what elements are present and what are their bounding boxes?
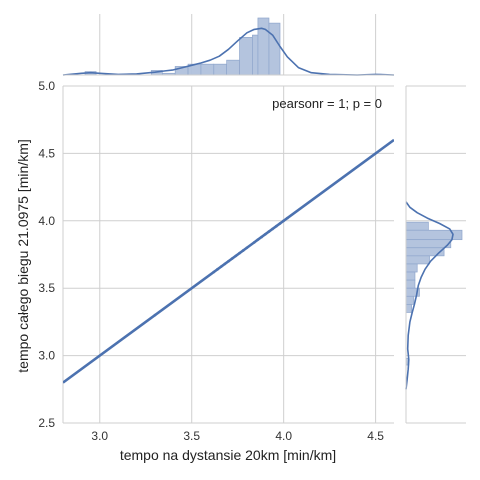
scatter-point <box>267 230 271 233</box>
y-axis-label: tempo całego biegu 21.0975 [min/km] <box>15 139 31 372</box>
right-hist-bar <box>405 255 430 265</box>
scatter-point <box>238 251 241 255</box>
y-tick-label: 3.5 <box>38 281 55 295</box>
right-hist-bar <box>405 239 452 249</box>
right-hist-bar <box>405 295 415 305</box>
scatter-point <box>219 265 223 269</box>
scatter-point <box>256 238 260 242</box>
top-kde-curve <box>62 27 395 76</box>
right-kde-curve <box>405 201 454 390</box>
scatter-point <box>153 313 157 317</box>
y-tick-label: 4.5 <box>38 146 55 160</box>
top-hist-bar <box>213 63 228 76</box>
scatter-point <box>241 249 245 252</box>
x-tick-label: 4.5 <box>367 429 384 443</box>
scatter-point <box>223 262 227 266</box>
right-hist-bar <box>405 221 429 231</box>
y-tick-label: 4.0 <box>38 214 55 228</box>
scatter-point <box>227 259 230 263</box>
scatter-point <box>212 270 216 274</box>
scatter-point <box>234 254 238 258</box>
pearson-annotation: pearsonr = 1; p = 0 <box>272 96 382 111</box>
y-tick-label: 5.0 <box>38 79 55 93</box>
y-tick-label: 3.0 <box>38 349 55 363</box>
top-marginal-histogram <box>62 14 395 76</box>
top-hist-bar <box>268 22 281 76</box>
right-marginal-histogram <box>405 85 466 424</box>
scatter-point <box>278 222 282 225</box>
scatter-point <box>260 235 263 239</box>
right-hist-bar <box>405 271 416 281</box>
x-tick-label: 3.0 <box>91 429 108 443</box>
right-hist-bar <box>405 263 418 273</box>
scatter-point <box>216 267 219 271</box>
top-hist-bar <box>257 17 270 76</box>
scatter-point <box>263 232 267 236</box>
right-hist-bar <box>405 279 416 289</box>
x-axis-label: tempo na dystansie 20km [min/km] <box>120 447 336 463</box>
right-hist-bar <box>405 247 445 257</box>
main-scatter-plot <box>63 138 394 384</box>
main-grid <box>62 85 394 424</box>
main-plot-area <box>63 138 394 384</box>
scatter-point <box>285 216 289 220</box>
scatter-point <box>245 246 249 250</box>
scatter-point <box>282 219 286 223</box>
top-hist-bar <box>252 34 259 76</box>
scatter-point <box>271 227 275 231</box>
scatter-point <box>230 257 234 260</box>
x-tick-label: 4.0 <box>275 429 292 443</box>
x-tick-label: 3.5 <box>183 429 200 443</box>
top-hist-bar <box>200 63 215 76</box>
scatter-point <box>274 224 278 228</box>
y-tick-label: 2.5 <box>38 416 55 430</box>
axis-ticks: 3.0 3.5 4.0 4.5 2.5 3.0 3.5 4.0 4.5 5.0 <box>38 79 384 443</box>
top-hist-bar <box>226 59 240 76</box>
scatter-point <box>252 240 256 244</box>
top-hist-bar <box>239 37 253 76</box>
right-hist-bar <box>405 304 412 313</box>
